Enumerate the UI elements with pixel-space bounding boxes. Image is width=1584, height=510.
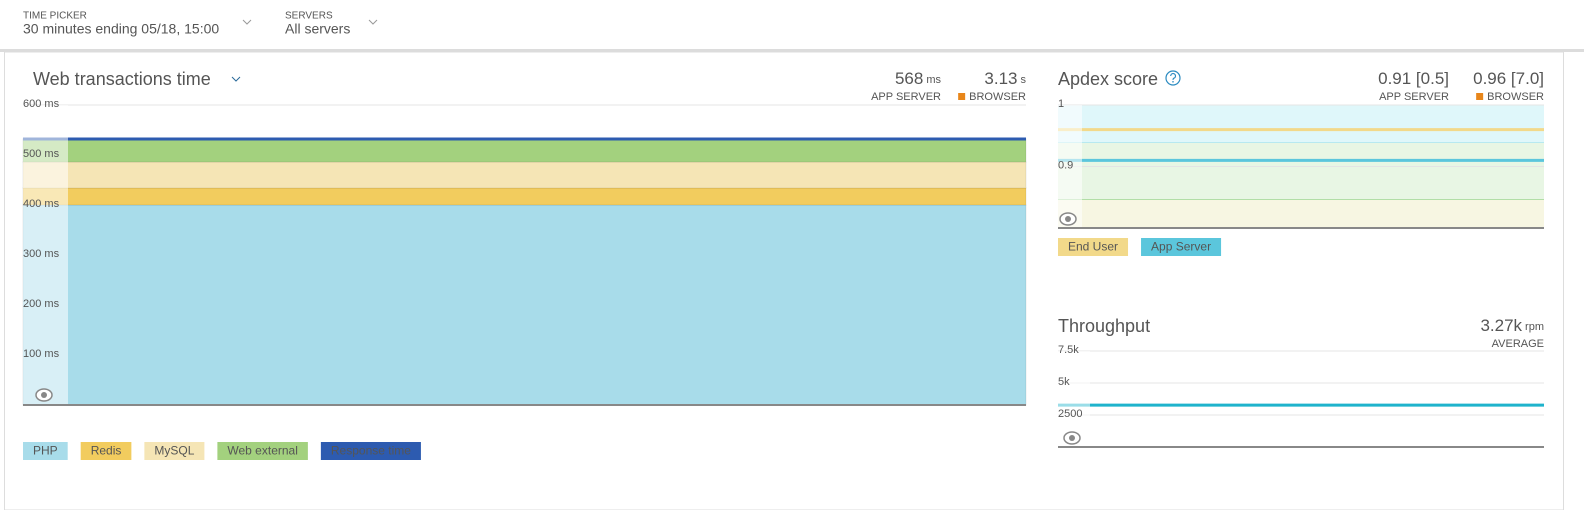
y-tick-label: 200 ms	[23, 298, 60, 310]
stacked-area	[22, 204, 1027, 406]
toolbar	[0, 0, 1584, 50]
summary-value: 3.27k rpm	[1480, 316, 1544, 335]
legend-label: Web external	[227, 444, 297, 458]
legend-label: Response time	[331, 444, 411, 458]
stacked-area	[22, 138, 1027, 163]
legend-label: MySQL	[154, 444, 194, 458]
summary-number: 0.91 [0.5]	[1378, 69, 1449, 88]
summary-swatch	[1476, 93, 1484, 100]
legend-label: End User	[1068, 240, 1118, 254]
zone-band	[1058, 143, 1544, 200]
chevron[interactable]	[368, 19, 378, 25]
legend-label: Redis	[91, 444, 122, 458]
time-picker-label[interactable]: TIME PICKER	[23, 11, 87, 22]
legend-label: App Server	[1151, 240, 1211, 254]
y-tick-label: 7.5k	[1058, 344, 1079, 356]
legend-item[interactable]: Response time	[320, 442, 421, 460]
previous-period-shade	[1058, 351, 1090, 447]
legend-item[interactable]: PHP	[23, 442, 68, 460]
chevron[interactable]	[242, 19, 252, 25]
summary-swatch	[958, 93, 966, 100]
chart-title: Apdex score	[1058, 69, 1158, 89]
y-tick-label: 100 ms	[23, 348, 60, 360]
chart-toggle-icon[interactable]	[35, 388, 53, 402]
summary-value: 3.13 s	[984, 69, 1026, 88]
zone-band	[1058, 105, 1544, 143]
toolbar-border	[0, 49, 1584, 52]
chart-title[interactable]: Web transactions time	[33, 69, 211, 89]
zone-band	[1058, 200, 1544, 228]
summary-number: 3.13	[984, 69, 1017, 88]
summary-unit: s	[1021, 74, 1027, 86]
icon-part	[41, 392, 47, 398]
time-picker-value[interactable]: 30 minutes ending 05/18, 15:00	[23, 21, 219, 37]
y-tick-label: 500 ms	[23, 148, 60, 160]
summary-label: AVERAGE	[1492, 338, 1544, 350]
summary-value: 0.91 [0.5]	[1378, 69, 1449, 88]
summary-label: BROWSER	[969, 91, 1026, 103]
legend-swatch	[320, 442, 421, 460]
summary-label: APP SERVER	[871, 91, 941, 103]
y-tick-label: 5k	[1058, 376, 1070, 388]
y-tick-label: 400 ms	[23, 198, 60, 210]
icon-part	[1065, 216, 1071, 222]
y-tick-label: 1	[1058, 98, 1064, 110]
panel	[4, 51, 1564, 510]
legend-swatch	[23, 442, 68, 460]
chart-toggle-icon[interactable]	[1063, 431, 1081, 445]
summary-unit: ms	[926, 74, 941, 86]
summary-number: 3.27k	[1480, 316, 1522, 335]
legend-swatch	[1141, 238, 1222, 256]
stacked-area	[22, 161, 1027, 189]
y-tick-label: 300 ms	[23, 248, 60, 260]
legend-item[interactable]: Web external	[217, 442, 308, 460]
chart-toggle-icon[interactable]	[1059, 212, 1077, 226]
legend-item[interactable]: Redis	[80, 442, 132, 460]
y-tick-label: 2500	[1058, 408, 1082, 420]
legend-swatch	[1058, 238, 1129, 256]
summary-unit: rpm	[1525, 321, 1544, 333]
summary-number: 0.96 [7.0]	[1473, 69, 1544, 88]
previous-period-shade	[1058, 105, 1082, 228]
stacked-area	[22, 187, 1027, 206]
summary-value: 0.96 [7.0]	[1473, 69, 1544, 88]
legend-item[interactable]: App Server	[1141, 238, 1222, 256]
legend-label: PHP	[33, 444, 58, 458]
summary-number: 568	[895, 69, 923, 88]
legend-swatch	[80, 442, 132, 460]
summary-value: 568 ms	[895, 69, 942, 88]
chart-title: Throughput	[1058, 316, 1150, 336]
legend-item[interactable]: MySQL	[144, 442, 205, 460]
legend-swatch	[217, 442, 308, 460]
summary-label: APP SERVER	[1379, 91, 1449, 103]
servers-value[interactable]: All servers	[285, 21, 350, 37]
summary-label: BROWSER	[1487, 91, 1544, 103]
chevron[interactable]	[231, 76, 241, 82]
previous-period-shade	[23, 105, 68, 405]
legend-item[interactable]: End User	[1058, 238, 1129, 256]
legend-swatch	[144, 442, 205, 460]
y-tick-label: 600 ms	[23, 98, 60, 110]
servers-label[interactable]: SERVERS	[285, 11, 333, 22]
y-tick-label: 0.9	[1058, 159, 1073, 171]
icon-part	[1069, 435, 1075, 441]
help-icon[interactable]	[1165, 70, 1181, 86]
